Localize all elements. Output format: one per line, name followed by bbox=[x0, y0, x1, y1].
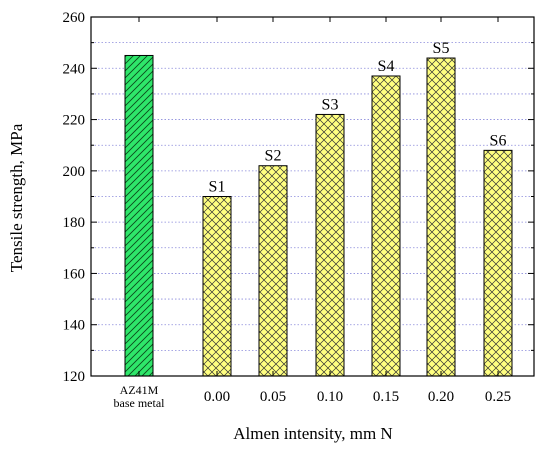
y-tick-label: 240 bbox=[63, 61, 86, 77]
labels: S1 S2 S3 S4 S5 S6 120 140 160 180 200 220 240 260 AZ41… bbox=[63, 10, 512, 410]
y-tick-label: 140 bbox=[63, 318, 86, 334]
bar-data-label: S5 bbox=[433, 40, 450, 57]
bar-hatch bbox=[426, 57, 456, 377]
x-tick-label: 0.15 bbox=[373, 389, 399, 405]
x-axis-title: Almen intensity, mm N bbox=[233, 424, 392, 443]
bar-hatch bbox=[483, 149, 513, 377]
bar-hatch bbox=[371, 75, 401, 377]
x-tick-label: 0.10 bbox=[317, 389, 343, 405]
x-tick-sublabel: base metal bbox=[114, 396, 166, 410]
grid-lines bbox=[91, 42, 534, 351]
y-axis-title: Tensile strength, MPa bbox=[7, 123, 26, 272]
y-tick-label: 220 bbox=[63, 113, 86, 129]
x-tick-label: 0.20 bbox=[428, 389, 454, 405]
bar-hatch bbox=[202, 196, 232, 377]
x-tick-label: AZ41M bbox=[120, 383, 159, 397]
bar-data-label: S2 bbox=[265, 148, 282, 165]
axes bbox=[90, 16, 535, 377]
y-tick-label: 120 bbox=[63, 369, 86, 385]
bar-data-label: S3 bbox=[322, 96, 339, 113]
bars bbox=[124, 54, 513, 377]
bar-hatch bbox=[124, 54, 154, 377]
bar-data-label: S1 bbox=[209, 179, 226, 196]
bar-data-label: S6 bbox=[490, 132, 507, 149]
x-tick-label: 0.00 bbox=[204, 389, 230, 405]
x-tick-label: 0.25 bbox=[485, 389, 511, 405]
y-tick-label: 200 bbox=[63, 164, 86, 180]
bar-hatch bbox=[315, 113, 345, 377]
bar-hatch bbox=[258, 165, 288, 377]
bar-data-label: S4 bbox=[378, 58, 395, 75]
y-tick-label: 180 bbox=[63, 215, 86, 231]
x-tick-label: 0.05 bbox=[260, 389, 286, 405]
y-tick-label: 260 bbox=[63, 10, 86, 26]
y-tick-label: 160 bbox=[63, 266, 86, 282]
